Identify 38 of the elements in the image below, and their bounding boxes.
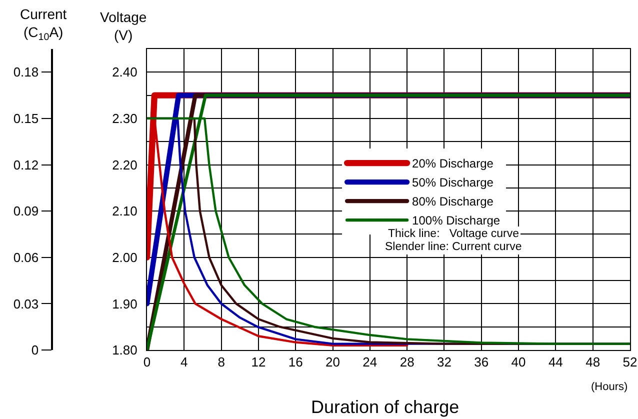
y2-tick-label: 0.18: [13, 64, 39, 80]
x-tick-label: 0: [143, 354, 151, 370]
y-tick-label: 2.40: [112, 64, 138, 80]
y-tick-label: 1.90: [112, 296, 138, 312]
x-tick-label: 20: [326, 354, 340, 370]
x-tick-label: 4: [180, 354, 188, 370]
legend-label: 50% Discharge: [412, 176, 494, 190]
x-tick-label: 36: [474, 354, 489, 370]
x-tick-label: 44: [548, 354, 563, 370]
y-tick-label: 2.30: [112, 111, 138, 126]
text: (Hours): [591, 381, 628, 393]
y-tick-label: 2.10: [112, 204, 138, 219]
x-tick-label: 32: [436, 354, 452, 370]
annotation: Slender line: Current curve: [385, 241, 522, 253]
annotation: Thick line: Voltage curve: [388, 228, 520, 240]
y-tick-label: 2.00: [112, 250, 138, 265]
x-tick-label: 28: [400, 354, 414, 370]
x-tick-label: 16: [288, 354, 303, 370]
x-tick-label: 52: [622, 354, 638, 370]
x-tick-label: 40: [511, 354, 526, 370]
y-tick-label: 2.20: [112, 157, 138, 172]
legend-label: 100% Discharge: [412, 214, 500, 228]
y2-tick-label: 0: [31, 342, 39, 358]
y-axis-title: Voltage (V): [100, 9, 147, 44]
x-tick-label: 48: [586, 354, 600, 370]
y2-axis-title: Current (C$_{10}$A): [20, 6, 67, 44]
y2-tick-label: 0.03: [13, 296, 39, 312]
y2-tick-label: 0.06: [13, 250, 39, 265]
legend-label: 20% Discharge: [412, 156, 494, 171]
y2-tick-label: 0.09: [13, 204, 39, 219]
x-axis-title: Duration of charge: [311, 397, 460, 417]
x-tick-label: 24: [362, 354, 378, 370]
legend-label: 80% Discharge: [412, 194, 494, 209]
y-tick-label: 1.80: [112, 342, 138, 358]
y2-tick-label: 0.12: [13, 157, 39, 172]
x-tick-label: 12: [251, 354, 266, 370]
x-tick-label: 8: [218, 354, 225, 370]
y2-tick-label: 0.15: [13, 111, 39, 126]
